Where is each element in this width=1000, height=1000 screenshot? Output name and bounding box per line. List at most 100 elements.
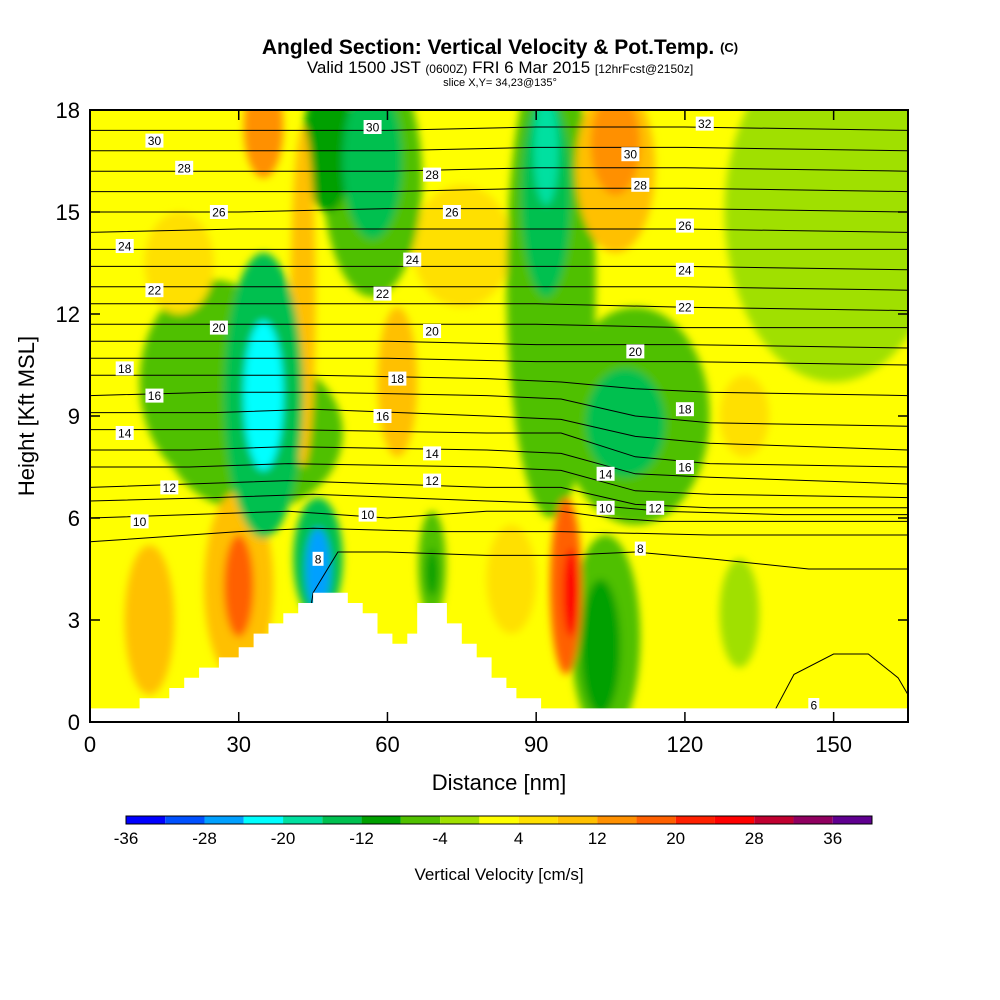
y-tick-label: 6: [68, 506, 80, 531]
contour-label: 22: [373, 286, 392, 301]
velocity-cell: [590, 110, 641, 195]
contour-label-text: 22: [376, 287, 390, 301]
contour-label-bg: [423, 324, 442, 338]
contour-label-text: 14: [118, 427, 132, 441]
contour-label: 12: [423, 473, 442, 488]
contour-label-text: 12: [425, 474, 439, 488]
contour-label-text: 20: [425, 325, 439, 339]
contour-label-text: 26: [445, 206, 459, 220]
slice-label: slice X,Y= 34,23@135°: [443, 77, 557, 89]
y-tick-label: 0: [68, 710, 80, 735]
isentrope-line: [90, 357, 908, 366]
contour-label-text: 30: [148, 134, 162, 148]
x-tick-label: 120: [667, 732, 704, 757]
velocity-cell: [425, 548, 439, 597]
colorbar-frame: [125, 815, 873, 825]
contour-label-text: 12: [163, 481, 177, 495]
contour-label: 20: [423, 324, 442, 339]
colorbar-swatch: [557, 816, 598, 824]
contour-label-bg: [423, 446, 442, 461]
contour-label-text: 26: [212, 206, 226, 220]
contour-label-bg: [675, 402, 694, 417]
colorbar-tick-label: -20: [271, 829, 296, 848]
isentrope-line: [90, 527, 908, 543]
velocity-cell: [144, 212, 214, 314]
velocity-cell: [342, 110, 403, 240]
chart-subtitle: Valid 1500 JST (0600Z) FRI 6 Mar 2015 [1…: [0, 59, 1000, 77]
contour-label: 30: [145, 133, 164, 148]
y-tick-label: 3: [68, 608, 80, 633]
contour-label: 10: [358, 507, 377, 522]
contour-label-bg: [160, 480, 179, 495]
contour-label-text: 12: [648, 501, 662, 515]
contour-label: 6: [808, 698, 820, 713]
contour-label-text: 20: [629, 345, 643, 359]
contour-label-text: 8: [637, 542, 644, 556]
contour-label: 28: [631, 177, 650, 192]
contour-label-text: 22: [678, 301, 692, 315]
forecast-label: [12hrFcst@2150z]: [594, 62, 694, 76]
isentrope-line: [90, 126, 908, 131]
contour-label-bg: [115, 239, 134, 253]
x-tick-label: 30: [226, 732, 250, 757]
contour-label-bg: [675, 460, 694, 474]
y-tick-label: 15: [56, 200, 80, 225]
colorbar-swatch: [714, 816, 755, 824]
colorbar-tick-label: -36: [114, 829, 139, 848]
colorbar-swatch: [754, 816, 794, 824]
colorbar-swatch: [204, 816, 244, 824]
x-tick-label: 60: [375, 732, 399, 757]
isentrope-line: [90, 167, 908, 172]
terrain: [90, 592, 908, 722]
contour-label-bg: [209, 205, 228, 219]
contour-label-text: 24: [678, 263, 692, 277]
contour-label: 18: [675, 402, 694, 417]
velocity-cell: [719, 558, 760, 668]
colorbar-tick-label: 12: [588, 829, 607, 848]
y-tick-label: 12: [56, 302, 80, 327]
colorbar-swatch: [793, 816, 833, 824]
velocity-cell: [243, 110, 284, 178]
isentrope-line: [90, 228, 908, 233]
plot-area: 30 28 26 24 22 20 18 16 14 12 10 30 28 26 24 22 20 18 16 14…: [90, 110, 908, 722]
isentrope-line: [90, 493, 908, 516]
x-axis-title: Distance [nm]: [432, 770, 567, 795]
isentrope-line: [90, 429, 908, 468]
contour-label: 24: [403, 252, 422, 267]
x-tick-label: 90: [524, 732, 548, 757]
contour-label: 22: [145, 283, 164, 298]
velocity-cell: [724, 110, 908, 382]
contour-label: 28: [175, 160, 194, 175]
isentrope-line: [90, 408, 908, 451]
colorbar-swatch: [440, 816, 480, 824]
contour-label: 12: [160, 480, 179, 495]
colorbar-swatch: [636, 816, 676, 824]
contour-label-text: 18: [118, 362, 132, 376]
velocity-cell: [585, 368, 666, 478]
contour-label-bg: [373, 409, 392, 423]
contour-labels: 30 28 26 24 22 20 18 16 14 12 10 30 28 26 24 22 20 18 16 14…: [115, 116, 820, 713]
contour-label: 26: [209, 205, 228, 220]
contour-label-text: 24: [406, 253, 420, 267]
velocity-cell: [533, 110, 559, 206]
contour-label: 20: [626, 344, 645, 359]
contour-label-text: 6: [810, 699, 817, 713]
contour-label: 16: [373, 409, 392, 424]
colorbar-swatch: [283, 816, 323, 824]
contour-label-bg: [675, 262, 694, 277]
chart-title-text: Angled Section: Vertical Velocity & Pot.…: [261, 36, 715, 59]
contour-label-bg: [363, 120, 382, 134]
colorbar-tick-label: -4: [433, 829, 448, 848]
colorbar-tick-label: 4: [514, 829, 523, 848]
contour-label: 14: [115, 426, 134, 441]
contour-label-text: 32: [698, 117, 712, 131]
isentrope-line: [90, 510, 908, 522]
contour-label: 14: [423, 446, 442, 461]
contour-label-text: 16: [148, 389, 162, 403]
contour-label: 28: [423, 167, 442, 182]
contour-label: 16: [145, 388, 164, 403]
contour-label-bg: [312, 551, 324, 566]
contour-label-bg: [596, 466, 615, 481]
contour-label: 24: [675, 262, 694, 277]
x-tick-label: 0: [84, 732, 96, 757]
